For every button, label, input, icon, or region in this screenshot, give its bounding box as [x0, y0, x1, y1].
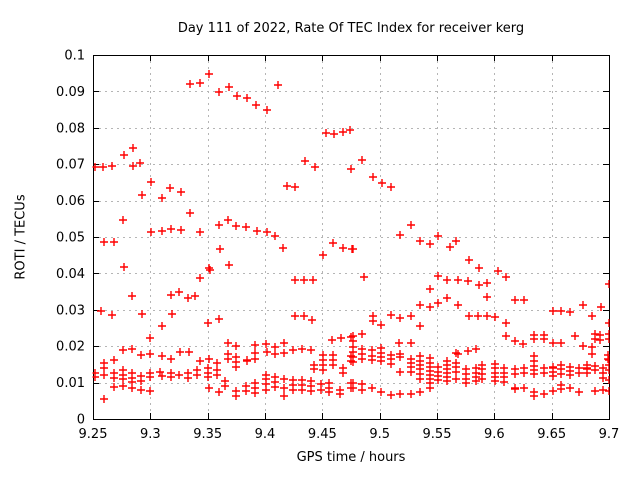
x-tick-label: 9.5	[369, 427, 390, 442]
x-axis-label: GPS time / hours	[296, 450, 406, 465]
y-tick-label: 0.02	[56, 340, 85, 355]
y-tick-label: 0.04	[56, 267, 85, 282]
y-tick-label: 0.1	[64, 49, 85, 64]
y-tick-label: 0.05	[56, 231, 85, 246]
data-points	[92, 70, 610, 403]
x-tick-label: 9.6	[484, 427, 505, 442]
x-tick-label: 9.3	[140, 427, 161, 442]
y-tick-label: 0.09	[56, 85, 85, 100]
chart-title: Day 111 of 2022, Rate Of TEC Index for r…	[177, 21, 525, 36]
x-tick-label: 9.4	[255, 427, 276, 442]
y-tick-label: 0.07	[56, 158, 85, 173]
y-tick-labels: 0 0.01 0.02 0.03 0.04 0.05 0.06 0.07 0.08 0.09 0.1	[56, 49, 85, 428]
y-tick-label: 0.03	[56, 303, 85, 318]
x-tick-labels: 9.25 9.3 9.35 9.4 9.45 9.5 9.55 9.6 9.65 9.7	[79, 427, 620, 442]
y-tick-label: 0.06	[56, 194, 85, 209]
y-tick-label: 0.01	[56, 376, 85, 391]
y-tick-label: 0	[77, 413, 85, 428]
x-tick-label: 9.7	[599, 427, 620, 442]
x-tick-label: 9.65	[537, 427, 566, 442]
x-tick-label: 9.45	[308, 427, 337, 442]
tick-marks	[93, 55, 610, 420]
x-tick-label: 9.35	[193, 427, 222, 442]
grid-lines	[93, 55, 609, 419]
y-tick-label: 0.08	[56, 121, 85, 136]
x-tick-label: 9.55	[423, 427, 452, 442]
x-tick-label: 9.25	[79, 427, 108, 442]
